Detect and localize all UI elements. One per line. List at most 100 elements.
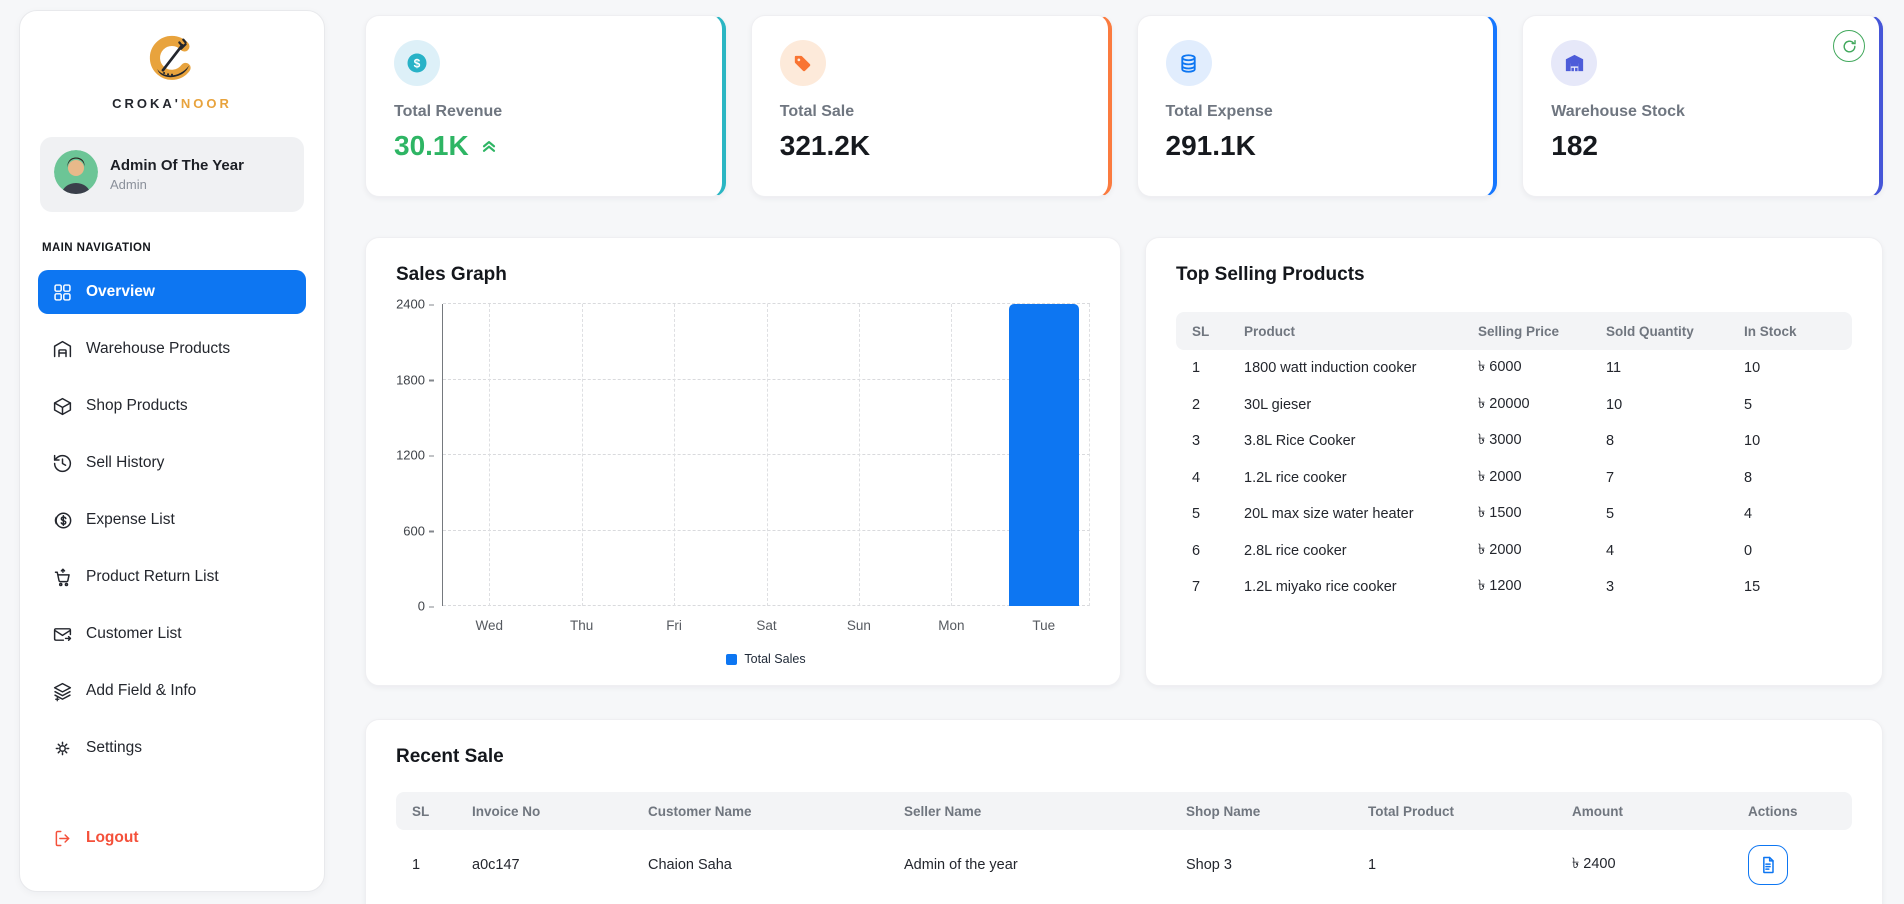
cell-sl: 3 bbox=[1192, 433, 1201, 450]
sidebar-item-customer-list[interactable]: Customer List bbox=[38, 612, 306, 656]
profile-name: Admin Of The Year bbox=[110, 157, 244, 174]
profile-info: Admin Of The Year Admin bbox=[110, 157, 244, 192]
cell-sl: 1 bbox=[412, 857, 421, 873]
cell-amount: ৳ 2400 bbox=[1572, 856, 1616, 872]
sidebar-item-product-return-list[interactable]: Product Return List bbox=[38, 555, 306, 599]
recent-sale-table: SL Invoice No Customer Name Seller Name … bbox=[396, 792, 1852, 900]
cell-price: ৳ 20000 bbox=[1478, 395, 1530, 412]
x-tick-label: Fri bbox=[666, 618, 682, 633]
gridline-v bbox=[766, 304, 768, 606]
stat-value: 30.1K bbox=[394, 130, 694, 162]
table-row: 5 20L max size water heater ৳ 1500 5 4 bbox=[1176, 496, 1852, 533]
cell-sold: 4 bbox=[1606, 542, 1615, 559]
cell-sold: 11 bbox=[1606, 360, 1622, 377]
cell-customer-name: Chaion Saha bbox=[648, 857, 732, 873]
col-header-total-product: Total Product bbox=[1368, 803, 1454, 819]
sidebar-item-label: Overview bbox=[86, 283, 155, 300]
brand-logo-icon bbox=[146, 35, 198, 90]
brand-name-primary: CROKA' bbox=[112, 96, 181, 111]
trend-up-icon bbox=[479, 130, 499, 162]
stat-value-text: 30.1K bbox=[394, 130, 469, 161]
gridline-h bbox=[443, 303, 1090, 304]
document-icon bbox=[1763, 856, 1774, 874]
cart-icon bbox=[52, 567, 73, 588]
cell-sl: 4 bbox=[1192, 469, 1201, 486]
stat-cards-row: $ Total Revenue 30.1K Total Sale 321.2K … bbox=[365, 15, 1883, 197]
cell-sl: 7 bbox=[1192, 579, 1201, 596]
sales-chart: 0 600 1200 1800 2400 Wed Thu Fri Sat Sun Mon Tue bbox=[396, 297, 1090, 633]
profile-card[interactable]: Admin Of The Year Admin bbox=[40, 137, 304, 212]
x-tick-label: Mon bbox=[938, 618, 965, 633]
sidebar-item-add-field-info[interactable]: Add Field & Info bbox=[38, 669, 306, 713]
col-header-seller-name: Seller Name bbox=[904, 803, 982, 819]
cell-price: ৳ 1500 bbox=[1478, 505, 1522, 522]
warehouse-filled-icon bbox=[1551, 40, 1598, 86]
col-header-sl: SL bbox=[412, 803, 430, 819]
legend-label: Total Sales bbox=[744, 652, 806, 666]
sidebar-item-label: Sell History bbox=[86, 454, 165, 471]
table-row: 1 a0c147 Chaion Saha Admin of the year S… bbox=[396, 830, 1852, 900]
x-tick-label: Thu bbox=[570, 618, 594, 633]
main-navigation: Overview Warehouse Products Shop Product… bbox=[36, 270, 308, 783]
sales-graph-card: Sales Graph 0 600 1200 1800 2400 Wed Thu Fri Sa… bbox=[365, 237, 1121, 686]
y-tick-label: 0 bbox=[418, 599, 434, 614]
cell-price: ৳ 3000 bbox=[1478, 432, 1522, 449]
refresh-button[interactable] bbox=[1833, 30, 1865, 62]
coin-icon bbox=[52, 510, 73, 531]
sidebar-item-settings[interactable]: Settings bbox=[38, 726, 306, 770]
sidebar-item-label: Expense List bbox=[86, 511, 175, 528]
mail-icon bbox=[52, 624, 73, 645]
brand-logo: CROKA'NOOR bbox=[36, 35, 308, 111]
chart-bar-tue[interactable] bbox=[1008, 304, 1079, 606]
x-tick-label: Wed bbox=[475, 618, 503, 633]
sidebar-item-label: Settings bbox=[86, 739, 143, 756]
cell-product: 3.8L Rice Cooker bbox=[1244, 433, 1356, 450]
cell-product: 20L max size water heater bbox=[1244, 506, 1414, 523]
sidebar-item-expense-list[interactable]: Expense List bbox=[38, 498, 306, 542]
logout-button[interactable]: Logout bbox=[38, 816, 306, 860]
cell-stock: 8 bbox=[1744, 469, 1753, 486]
brand-name-secondary: NOOR bbox=[180, 96, 232, 111]
sidebar-item-sell-history[interactable]: Sell History bbox=[38, 441, 306, 485]
cell-stock: 4 bbox=[1744, 506, 1753, 523]
cell-stock: 0 bbox=[1744, 542, 1753, 559]
col-header-customer-name: Customer Name bbox=[648, 803, 752, 819]
cell-sold: 3 bbox=[1606, 579, 1615, 596]
col-header-selling-price: Selling Price bbox=[1478, 323, 1560, 339]
cell-stock: 15 bbox=[1744, 579, 1761, 596]
cell-product: 1800 watt induction cooker bbox=[1244, 360, 1417, 377]
avatar bbox=[54, 150, 98, 199]
chart-legend: Total Sales bbox=[442, 652, 1090, 666]
sidebar-item-warehouse-products[interactable]: Warehouse Products bbox=[38, 327, 306, 371]
sales-graph-title: Sales Graph bbox=[396, 264, 507, 285]
sidebar-item-overview[interactable]: Overview bbox=[38, 270, 306, 314]
gridline-v bbox=[858, 304, 860, 606]
cell-sold: 7 bbox=[1606, 469, 1615, 486]
cell-sl: 6 bbox=[1192, 542, 1201, 559]
products-table-header: SL Product Selling Price Sold Quantity I… bbox=[1176, 312, 1852, 350]
cell-sold: 5 bbox=[1606, 506, 1615, 523]
nav-section-label: MAIN NAVIGATION bbox=[42, 242, 152, 254]
profile-role: Admin bbox=[110, 177, 147, 192]
sidebar-item-shop-products[interactable]: Shop Products bbox=[38, 384, 306, 428]
sidebar-item-label: Add Field & Info bbox=[86, 682, 197, 699]
cell-total-product: 1 bbox=[1368, 857, 1377, 873]
top-products-title: Top Selling Products bbox=[1176, 264, 1365, 285]
stat-label: Total Sale bbox=[779, 103, 855, 120]
cell-product: 2.8L rice cooker bbox=[1244, 542, 1347, 559]
stat-label: Total Revenue bbox=[394, 103, 503, 120]
gear-icon bbox=[52, 738, 73, 759]
stat-value: 321.2K bbox=[779, 130, 871, 161]
invoice-action-button[interactable] bbox=[1748, 845, 1788, 885]
main-content: $ Total Revenue 30.1K Total Sale 321.2K … bbox=[365, 15, 1883, 904]
stat-label: Warehouse Stock bbox=[1551, 103, 1685, 120]
col-header-product: Product bbox=[1244, 323, 1296, 339]
cell-invoice-no: a0c147 bbox=[472, 857, 520, 873]
table-row: 2 30L gieser ৳ 20000 10 5 bbox=[1176, 387, 1852, 424]
col-header-amount: Amount bbox=[1572, 803, 1623, 819]
recent-sale-table-header: SL Invoice No Customer Name Seller Name … bbox=[396, 792, 1852, 830]
sidebar-item-label: Product Return List bbox=[86, 568, 219, 585]
col-header-sl: SL bbox=[1192, 323, 1210, 339]
stat-card-warehouse-stock: Warehouse Stock 182 bbox=[1522, 15, 1883, 197]
table-row: 1 1800 watt induction cooker ৳ 6000 11 10 bbox=[1176, 350, 1852, 387]
